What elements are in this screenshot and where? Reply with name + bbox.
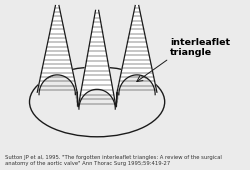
Polygon shape <box>77 92 78 107</box>
Polygon shape <box>116 92 117 107</box>
Polygon shape <box>37 5 77 95</box>
Polygon shape <box>78 10 116 109</box>
Text: Sutton JP et al, 1995. "The forgotten interleaflet triangles: A review of the su: Sutton JP et al, 1995. "The forgotten in… <box>5 155 222 166</box>
Polygon shape <box>117 5 157 95</box>
Text: interleaflet
triangle: interleaflet triangle <box>170 38 230 57</box>
